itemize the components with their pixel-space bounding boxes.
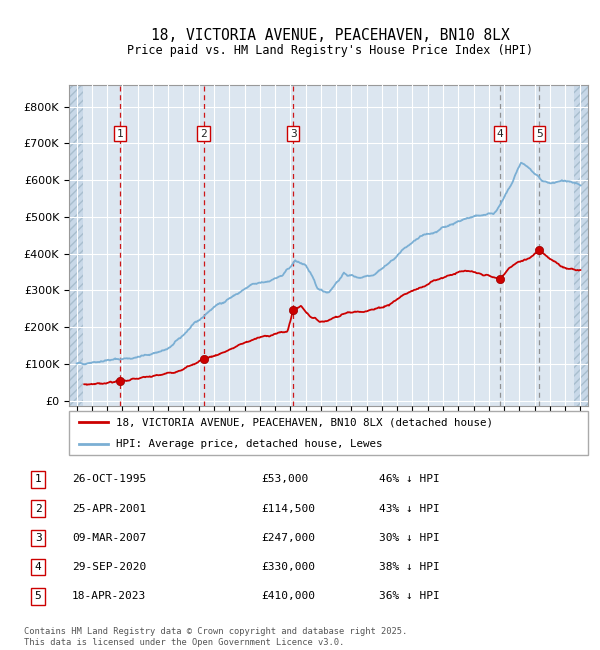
Text: HPI: Average price, detached house, Lewes: HPI: Average price, detached house, Lewe… bbox=[116, 439, 382, 448]
Text: 4: 4 bbox=[35, 562, 41, 572]
Text: £330,000: £330,000 bbox=[261, 562, 315, 572]
Text: 43% ↓ HPI: 43% ↓ HPI bbox=[379, 504, 440, 514]
Bar bbox=[69, 84, 83, 406]
Text: £410,000: £410,000 bbox=[261, 592, 315, 601]
Text: 29-SEP-2020: 29-SEP-2020 bbox=[72, 562, 146, 572]
Text: 5: 5 bbox=[35, 592, 41, 601]
Text: 18, VICTORIA AVENUE, PEACEHAVEN, BN10 8LX: 18, VICTORIA AVENUE, PEACEHAVEN, BN10 8L… bbox=[151, 28, 509, 44]
Text: 4: 4 bbox=[497, 129, 503, 138]
Text: 46% ↓ HPI: 46% ↓ HPI bbox=[379, 474, 440, 484]
Bar bbox=[574, 84, 588, 406]
Text: 30% ↓ HPI: 30% ↓ HPI bbox=[379, 533, 440, 543]
Text: 26-OCT-1995: 26-OCT-1995 bbox=[72, 474, 146, 484]
Text: 38% ↓ HPI: 38% ↓ HPI bbox=[379, 562, 440, 572]
Text: 3: 3 bbox=[35, 533, 41, 543]
Text: 3: 3 bbox=[290, 129, 296, 138]
Text: 25-APR-2001: 25-APR-2001 bbox=[72, 504, 146, 514]
Text: 5: 5 bbox=[536, 129, 542, 138]
Text: 09-MAR-2007: 09-MAR-2007 bbox=[72, 533, 146, 543]
Text: 18-APR-2023: 18-APR-2023 bbox=[72, 592, 146, 601]
Text: 36% ↓ HPI: 36% ↓ HPI bbox=[379, 592, 440, 601]
Text: 1: 1 bbox=[35, 474, 41, 484]
Text: 1: 1 bbox=[116, 129, 123, 138]
Text: £247,000: £247,000 bbox=[261, 533, 315, 543]
FancyBboxPatch shape bbox=[69, 411, 588, 455]
Text: 2: 2 bbox=[200, 129, 207, 138]
Text: £114,500: £114,500 bbox=[261, 504, 315, 514]
Text: 18, VICTORIA AVENUE, PEACEHAVEN, BN10 8LX (detached house): 18, VICTORIA AVENUE, PEACEHAVEN, BN10 8L… bbox=[116, 417, 493, 427]
Text: Price paid vs. HM Land Registry's House Price Index (HPI): Price paid vs. HM Land Registry's House … bbox=[127, 44, 533, 57]
Text: £53,000: £53,000 bbox=[261, 474, 308, 484]
Text: 2: 2 bbox=[35, 504, 41, 514]
Text: Contains HM Land Registry data © Crown copyright and database right 2025.
This d: Contains HM Land Registry data © Crown c… bbox=[24, 627, 407, 647]
